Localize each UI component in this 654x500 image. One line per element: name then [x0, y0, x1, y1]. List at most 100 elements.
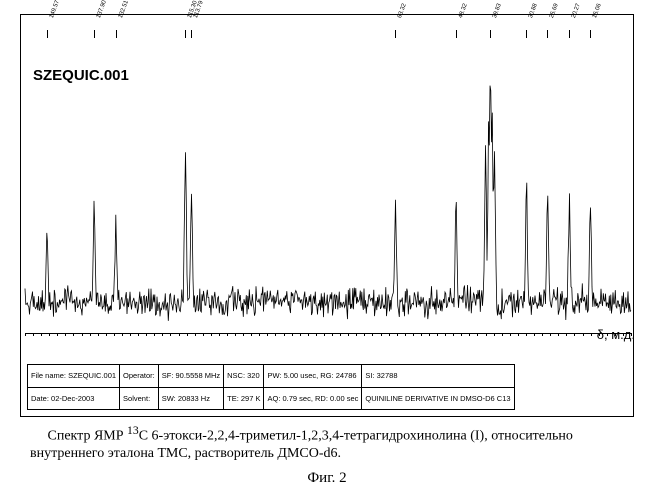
xtick-minor: [259, 333, 260, 336]
spectrum-trace: [25, 86, 631, 321]
xtick-minor: [227, 333, 228, 336]
xtick-minor: [219, 333, 220, 336]
xtick-minor: [389, 333, 390, 336]
xtick-minor: [308, 333, 309, 336]
figure-label: Фиг. 2: [0, 470, 654, 487]
xtick-minor: [243, 333, 244, 336]
xtick-minor: [381, 333, 382, 336]
meta-cell: Operator:: [120, 365, 159, 388]
spectrum-frame: 149.57137.90132.51115.30113.7963.3248.32…: [20, 14, 634, 417]
xtick-minor: [429, 333, 430, 336]
xtick-minor: [477, 333, 478, 336]
xtick-minor: [405, 333, 406, 336]
meta-cell: SW: 20833 Hz: [158, 387, 223, 410]
xtick-minor: [284, 333, 285, 336]
xtick-minor: [187, 333, 188, 336]
xtick-minor: [114, 333, 115, 336]
meta-cell: TE: 297 K: [224, 387, 264, 410]
table-row: Date: 02-Dec-2003 Solvent: SW: 20833 Hz …: [28, 387, 515, 410]
xtick-minor: [130, 333, 131, 336]
x-axis-line: [25, 333, 631, 334]
xtick-minor: [90, 333, 91, 336]
xtick-minor: [235, 333, 236, 336]
xtick-minor: [195, 333, 196, 336]
peak-label: 39.83: [492, 3, 503, 19]
xtick-minor: [469, 333, 470, 336]
xtick-minor: [267, 333, 268, 336]
xtick-minor: [566, 333, 567, 336]
xtick-minor: [82, 333, 83, 336]
xtick-minor: [332, 333, 333, 336]
xtick-minor: [372, 333, 373, 336]
xtick-minor: [397, 333, 398, 336]
xtick-minor: [25, 333, 26, 336]
xtick-minor: [623, 333, 624, 336]
metadata-table: File name: SZEQUIC.001 Operator: SF: 90.…: [27, 364, 515, 410]
xtick-minor: [275, 333, 276, 336]
peak-label: 149.57: [49, 0, 61, 19]
meta-cell: NSC: 320: [224, 365, 264, 388]
xtick-minor: [518, 333, 519, 336]
xtick-minor: [631, 333, 632, 336]
x-axis: [25, 333, 631, 355]
peak-label: 20.27: [571, 3, 582, 19]
xtick-minor: [437, 333, 438, 336]
xtick-minor: [502, 333, 503, 336]
peak-value-labels: 149.57137.90132.51115.30113.7963.3248.32…: [21, 17, 633, 35]
peak-label: 30.88: [528, 3, 539, 19]
meta-cell: Solvent:: [120, 387, 159, 410]
xtick-minor: [413, 333, 414, 336]
xtick-minor: [33, 333, 34, 336]
xtick-minor: [122, 333, 123, 336]
spectrum-plot: [25, 37, 631, 327]
peak-label: 137.90: [96, 0, 108, 19]
xtick-minor: [300, 333, 301, 336]
xtick-minor: [65, 333, 66, 336]
xtick-minor: [607, 333, 608, 336]
xtick-minor: [292, 333, 293, 336]
xtick-minor: [510, 333, 511, 336]
xtick-minor: [599, 333, 600, 336]
peak-label: 48.32: [458, 3, 469, 19]
xtick-minor: [154, 333, 155, 336]
xtick-minor: [591, 333, 592, 336]
xtick-minor: [179, 333, 180, 336]
xtick-minor: [106, 333, 107, 336]
xtick-minor: [356, 333, 357, 336]
xtick-minor: [486, 333, 487, 336]
xtick-minor: [340, 333, 341, 336]
xtick-minor: [324, 333, 325, 336]
xtick-minor: [146, 333, 147, 336]
xtick-minor: [615, 333, 616, 336]
xtick-minor: [170, 333, 171, 336]
meta-cell: QUINILINE DERIVATIVE IN DMSO-D6 C13: [362, 387, 514, 410]
table-row: File name: SZEQUIC.001 Operator: SF: 90.…: [28, 365, 515, 388]
xtick-minor: [534, 333, 535, 336]
meta-cell: SF: 90.5558 MHz: [158, 365, 223, 388]
xtick-minor: [542, 333, 543, 336]
xtick-minor: [558, 333, 559, 336]
xtick-minor: [445, 333, 446, 336]
peak-label: 132.51: [118, 0, 130, 19]
meta-cell: SI: 32788: [362, 365, 514, 388]
xtick-minor: [251, 333, 252, 336]
meta-cell: Date: 02-Dec-2003: [28, 387, 120, 410]
xtick-minor: [138, 333, 139, 336]
xtick-minor: [211, 333, 212, 336]
xtick-minor: [316, 333, 317, 336]
xtick-minor: [49, 333, 50, 336]
xtick-minor: [203, 333, 204, 336]
xtick-minor: [574, 333, 575, 336]
meta-cell: AQ: 0.79 sec, RD: 0.00 sec: [264, 387, 362, 410]
meta-cell: PW: 5.00 usec, RG: 24786: [264, 365, 362, 388]
spectrum-svg: [25, 37, 631, 327]
xtick-minor: [583, 333, 584, 336]
figure-caption: Спектр ЯМР 13С 6-этокси-2,2,4-триметил-1…: [30, 424, 630, 463]
xtick-minor: [98, 333, 99, 336]
xtick-minor: [550, 333, 551, 336]
xtick-minor: [41, 333, 42, 336]
xtick-minor: [348, 333, 349, 336]
xtick-minor: [57, 333, 58, 336]
xtick-minor: [364, 333, 365, 336]
xtick-minor: [421, 333, 422, 336]
